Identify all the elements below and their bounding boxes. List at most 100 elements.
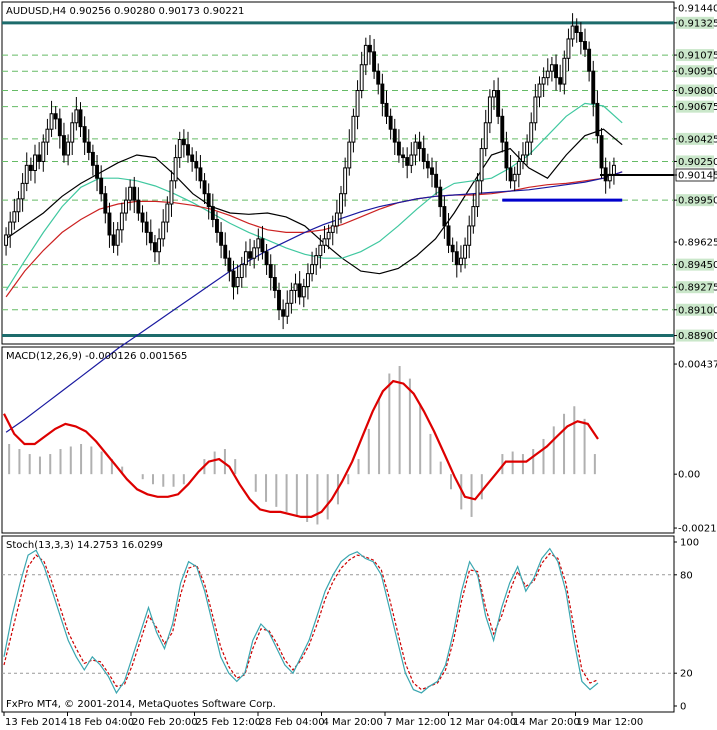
candle-body-133 — [554, 64, 558, 79]
price-label-1: 0.91325 — [678, 18, 717, 29]
time-label-4: 28 Feb 04:00 — [259, 717, 325, 728]
candle-body-13 — [57, 118, 62, 137]
time-label-0: 13 Feb 2014 — [5, 717, 67, 728]
candle-body-127 — [529, 122, 534, 143]
stoch-header-info: Stoch(13,3,3) 14.2753 16.0299 — [6, 540, 163, 551]
candle-body-89 — [372, 51, 377, 72]
candle-body-22 — [95, 164, 99, 179]
macd-label-2: -0.002142 — [678, 524, 717, 535]
candle-body-80 — [334, 212, 339, 227]
time-label-6: 7 Mar 12:00 — [386, 717, 446, 728]
candle-body-40 — [169, 180, 174, 205]
price-label-6: 0.90425 — [678, 134, 717, 145]
candle-body-8 — [37, 154, 42, 162]
copyright-text: FxPro MT4, © 2001-2014, MetaQuotes Softw… — [6, 699, 276, 710]
time-label-1: 18 Feb 04:00 — [69, 717, 135, 728]
candle-body-91 — [380, 83, 385, 104]
price-label-10: 0.89625 — [678, 238, 717, 249]
candle-body-24 — [103, 193, 108, 214]
macd-label-1: 0.00 — [678, 470, 700, 481]
macd-signal-line — [3, 379, 599, 519]
macd-header-info: MACD(12,26,9) -0.000126 0.001565 — [6, 351, 187, 362]
candle-body-134 — [558, 77, 563, 85]
candle-body-69 — [289, 289, 294, 304]
candle-body-115 — [479, 148, 484, 182]
stoch-label-2: 20 — [680, 669, 693, 680]
candle-body-131 — [545, 70, 550, 79]
candle-body-62 — [260, 238, 265, 253]
price-label-13: 0.89100 — [678, 305, 717, 316]
candle-body-68 — [285, 302, 290, 317]
candle-body-102 — [425, 160, 430, 169]
candle-body-113 — [471, 206, 476, 227]
candle-body-139 — [578, 32, 583, 43]
candle-body-56 — [235, 277, 240, 288]
candle-body-67 — [281, 309, 286, 317]
candle-body-110 — [458, 257, 463, 266]
price-label-bg-9 — [676, 194, 714, 207]
candle-body-53 — [223, 244, 228, 259]
candle-body-2 — [12, 211, 17, 223]
candle-body-61 — [256, 238, 261, 249]
stoch-signal-line — [3, 552, 599, 691]
candle-body-18 — [78, 109, 83, 128]
candle-body-49 — [206, 193, 211, 208]
price-label-bg-12 — [676, 281, 714, 294]
stoch-label-1: 80 — [680, 570, 693, 581]
candle-body-111 — [463, 244, 468, 259]
candle-body-140 — [583, 41, 587, 50]
candle-body-87 — [363, 44, 368, 66]
candle-body-106 — [442, 206, 447, 227]
candle-body-71 — [297, 283, 302, 298]
candle-body-25 — [107, 212, 112, 236]
candle-body-132 — [549, 64, 554, 72]
candle-body-7 — [33, 154, 37, 171]
candle-body-114 — [475, 180, 480, 208]
candle-body-14 — [62, 135, 66, 156]
time-label-9: 19 Mar 12:00 — [577, 717, 644, 728]
candle-body-4 — [20, 182, 25, 200]
candle-body-99 — [413, 141, 418, 156]
candle-body-11 — [49, 113, 54, 130]
candle-body-44 — [186, 144, 190, 156]
stoch-panel-frame — [1, 535, 675, 713]
candle-body-20 — [86, 141, 91, 153]
candle-body-137 — [570, 25, 575, 40]
time-label-5: 4 Mar 20:00 — [323, 717, 383, 728]
candle-body-107 — [446, 225, 451, 246]
candle-body-37 — [157, 238, 162, 253]
time-label-2: 20 Feb 20:00 — [132, 717, 198, 728]
candle-body-136 — [566, 38, 571, 59]
candle-body-5 — [24, 164, 29, 184]
candle-body-119 — [496, 90, 501, 117]
candle-body-117 — [487, 96, 492, 124]
candle-body-60 — [252, 247, 257, 259]
candle-body-88 — [368, 44, 372, 53]
candle-body-70 — [293, 283, 298, 291]
candle-body-74 — [310, 264, 315, 275]
candle-body-51 — [215, 218, 219, 233]
stoch-label-0: 100 — [680, 538, 699, 549]
price-label-bg-11 — [676, 258, 714, 271]
candle-body-81 — [339, 193, 343, 214]
candle-body-12 — [53, 113, 58, 120]
candle-body-83 — [347, 141, 352, 169]
price-label-7: 0.90250 — [678, 157, 717, 168]
price-label-bg-3 — [676, 65, 714, 78]
candle-body-97 — [405, 157, 410, 166]
price-label-11: 0.89450 — [678, 260, 717, 271]
candle-body-120 — [500, 115, 505, 143]
candle-body-64 — [268, 264, 273, 279]
candle-body-103 — [430, 167, 434, 175]
stoch-label-3: 0 — [680, 702, 686, 713]
candle-body-19 — [82, 126, 87, 143]
candle-body-41 — [173, 157, 178, 182]
price-label-9: 0.89950 — [678, 196, 717, 207]
candle-body-47 — [198, 167, 203, 182]
candle-body-36 — [152, 242, 157, 253]
candle-body-76 — [318, 244, 323, 257]
candle-body-32 — [136, 199, 141, 214]
candle-body-45 — [190, 154, 195, 162]
price-label-14: 0.88900 — [678, 331, 717, 342]
